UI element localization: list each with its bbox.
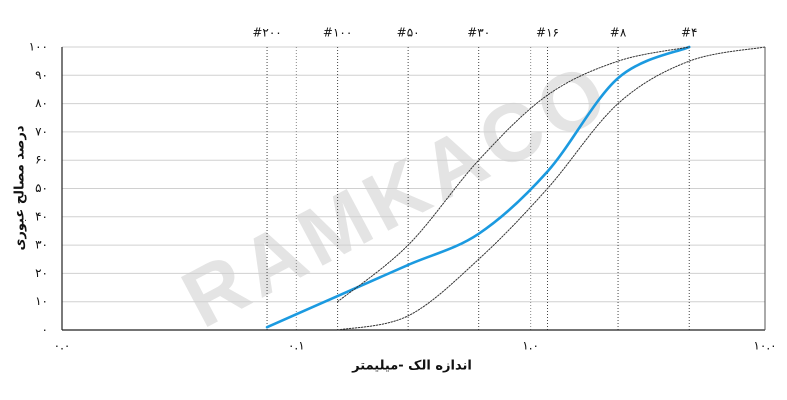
y-tick-label: ۳۰ [35,238,48,252]
y-tick-label: ۱۰۰ [29,40,48,54]
sieve-label: #۱۰۰ [323,26,352,40]
y-tick-label: ۹۰ [35,68,48,82]
x-axis-title: اندازه الک -میلیمتر [351,359,472,374]
y-tick-label: ۰ [42,323,48,337]
series-line [337,46,690,303]
series-line [265,45,691,329]
y-tick-label: ۶۰ [35,153,48,167]
y-axis-title: درصد مصالح عبوری [13,125,28,250]
y-tick-label: ۵۰ [35,181,48,195]
x-tick-label: ۰.۰ [54,339,71,353]
sieve-label: #۲۰۰ [252,26,281,40]
watermark: RAMKACO [168,44,626,345]
x-tick-label: ۰.۱ [288,339,305,353]
sieve-label: #۴ [681,26,698,40]
y-tick-label: ۱۰ [35,294,48,308]
sieve-label: #۳۰ [467,26,490,40]
sieve-label: #۵۰ [397,26,420,40]
y-tick-label: ۷۰ [35,124,48,138]
x-tick-label: ۱.۰ [522,339,539,353]
sieve-label: #۸ [610,26,627,40]
series-line [337,46,766,331]
y-tick-label: ۸۰ [35,96,48,110]
x-tick-label: ۱۰.۰ [753,339,776,353]
y-tick-label: ۲۰ [35,266,48,280]
sieve-label: #۱۶ [536,26,559,40]
y-tick-label: ۴۰ [35,209,48,223]
